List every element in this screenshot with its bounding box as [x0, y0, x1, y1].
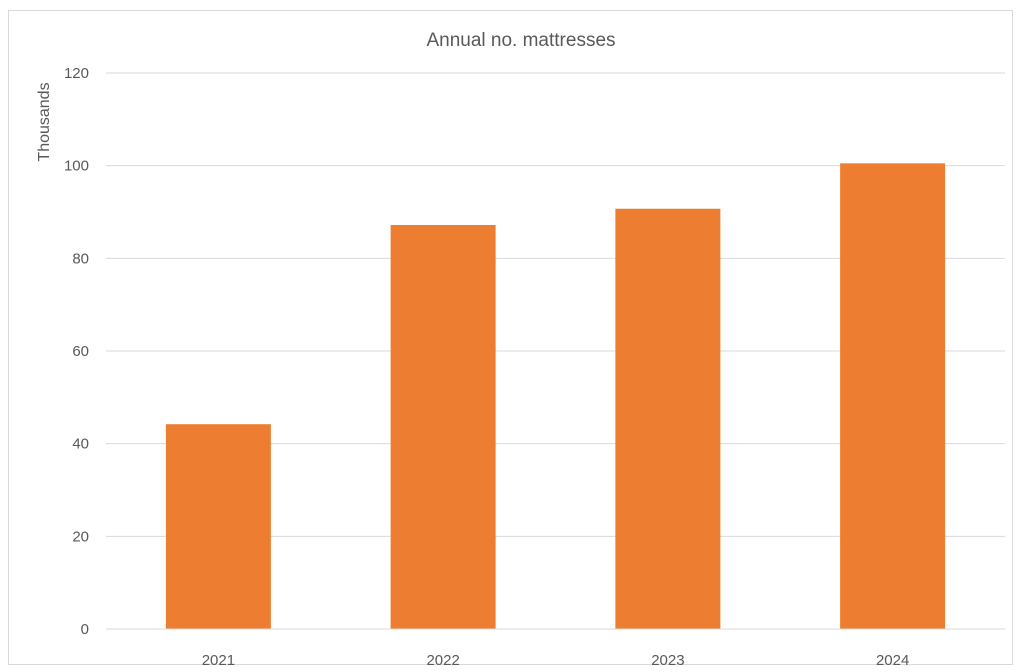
x-tick-label: 2021 [202, 652, 235, 669]
y-axis-title: Thousands [36, 82, 53, 161]
y-tick-label: 80 [72, 250, 89, 267]
bar-2023 [615, 208, 721, 630]
bar-2022 [390, 224, 496, 629]
x-tick-labels: 2021 2022 2023 2024 [202, 652, 910, 669]
y-tick-label: 0 [81, 621, 89, 638]
y-tick-label: 20 [72, 528, 89, 545]
bar-2021 [165, 424, 271, 629]
y-tick-label: 60 [72, 343, 89, 360]
bars [106, 163, 1005, 630]
x-tick-label: 2023 [651, 652, 684, 669]
y-tick-labels: 0 20 40 60 80 100 120 [64, 65, 89, 638]
y-tick-label: 40 [72, 436, 89, 453]
x-tick-label: 2022 [426, 652, 459, 669]
y-tick-label: 120 [64, 65, 89, 82]
bar-2024 [840, 163, 946, 629]
chart-title: Annual no. mattresses [426, 30, 615, 51]
y-tick-label: 100 [64, 158, 89, 175]
x-tick-label: 2024 [876, 652, 909, 669]
